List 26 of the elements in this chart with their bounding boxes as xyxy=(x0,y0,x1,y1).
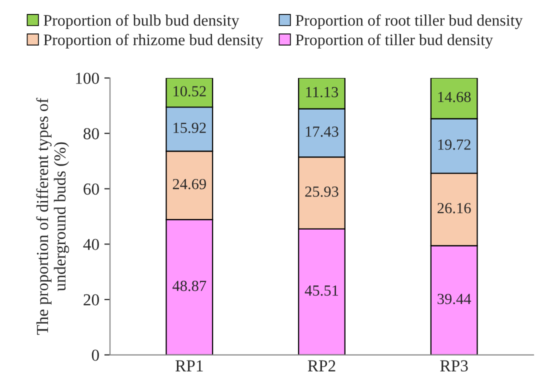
legend-label: Proportion of rhizome bud density xyxy=(44,34,264,49)
data-label: 17.43 xyxy=(306,126,338,137)
x-tick-label: RP1 xyxy=(176,360,203,372)
data-label: 25.93 xyxy=(305,186,338,197)
y-axis-title: The proportion of different types of underground buds (%) xyxy=(36,98,70,335)
data-label: 19.72 xyxy=(438,140,470,150)
x-tick-label: RP2 xyxy=(308,360,336,372)
data-label: 24.69 xyxy=(172,178,206,190)
y-tick-label: 20 xyxy=(84,294,99,306)
data-label: 48.87 xyxy=(172,280,206,292)
data-label: 39.44 xyxy=(438,294,472,304)
legend-label: Proportion of bulb bud density xyxy=(44,14,240,30)
y-tick-label: 100 xyxy=(76,72,99,84)
y-tick-label: 40 xyxy=(83,238,99,250)
data-label: 15.92 xyxy=(174,122,206,134)
legend-label: Proportion of root tiller bud density xyxy=(296,14,523,30)
data-label: 11.13 xyxy=(306,86,338,98)
y-tick-label: 60 xyxy=(84,183,99,195)
x-tick-label: RP3 xyxy=(440,360,468,372)
data-label: 14.68 xyxy=(438,92,471,102)
data-label: 26.16 xyxy=(438,203,471,214)
data-label: 45.51 xyxy=(304,285,338,296)
y-tick-label: 80 xyxy=(84,128,99,140)
y-tick-label: 0 xyxy=(92,350,99,361)
data-label: 10.52 xyxy=(174,86,206,96)
legend-label: Proportion of tiller bud density xyxy=(296,34,493,49)
